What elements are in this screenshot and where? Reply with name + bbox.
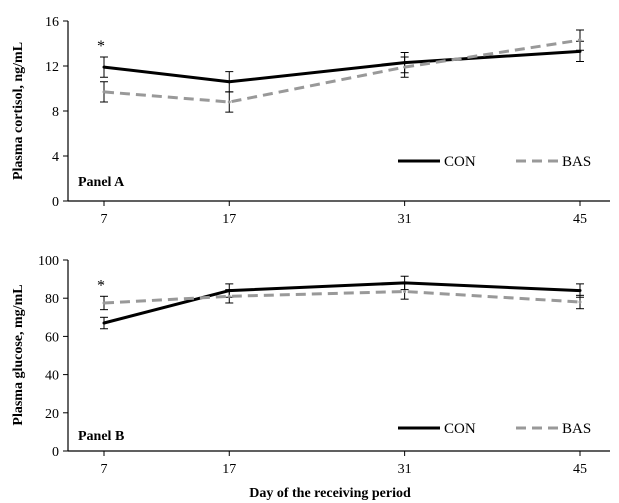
y-tick-label: 8 [52,105,59,120]
legend-label-bas: BAS [562,421,591,437]
y-tick-label: 0 [52,195,59,210]
data-point [578,38,582,42]
significance-asterisk: * [97,38,105,55]
y-tick-label: 4 [52,150,59,165]
legend: CON BAS [398,154,591,170]
legend-label-bas: BAS [562,154,591,170]
data-point [403,65,407,69]
x-tick-label: 31 [398,212,412,227]
series-line [103,290,581,305]
legend-label-con: CON [444,154,476,170]
panel-label: Panel A [78,175,125,190]
data-point [578,300,582,304]
y-axis-title: Plasma cortisol, ng/mL [11,42,26,180]
x-axis-title: Day of the receiving period [249,486,411,501]
y-tick-label: 0 [52,445,59,460]
y-tick-label: 60 [45,330,59,345]
x-tick-label: 17 [222,462,236,477]
data-point [227,80,231,84]
series-line [103,281,581,325]
series-bas [100,29,584,113]
series-line [103,49,581,84]
series-line [103,38,581,104]
series-bas [100,283,584,311]
x-tick-label: 31 [398,462,412,477]
y-axis-title: Plasma glucose, mg/mL [11,284,26,425]
legend-label-con: CON [444,421,476,437]
panel-a: 0 4 8 12 16 7 17 31 45 Plasma cortisol, ng/mL Pane… [11,15,610,227]
data-point [578,289,582,293]
x-tick-label: 7 [101,462,108,477]
y-tick-label: 16 [45,15,59,30]
x-tick-label: 7 [101,212,108,227]
y-tick-label: 20 [45,407,59,422]
y-tick-label: 40 [45,369,59,384]
y-tick-label: 100 [38,254,59,269]
data-point [102,90,106,94]
data-point [403,290,407,294]
series-con [100,40,584,93]
x-tick-label: 45 [573,212,587,227]
data-point [227,294,231,298]
x-tick-label: 17 [222,212,236,227]
data-point [102,301,106,305]
y-tick-label: 80 [45,292,59,307]
data-point [227,100,231,104]
panel-label: Panel B [78,429,124,444]
panel-b: 0 20 40 60 80 100 7 17 31 45 Plasma glucose, mg/mL… [11,254,610,501]
x-tick-label: 45 [573,462,587,477]
series-con [100,275,584,330]
data-point [102,321,106,325]
legend: CON BAS [398,421,591,437]
y-tick-label: 12 [45,60,59,75]
data-point [102,65,106,69]
significance-asterisk: * [97,277,105,294]
